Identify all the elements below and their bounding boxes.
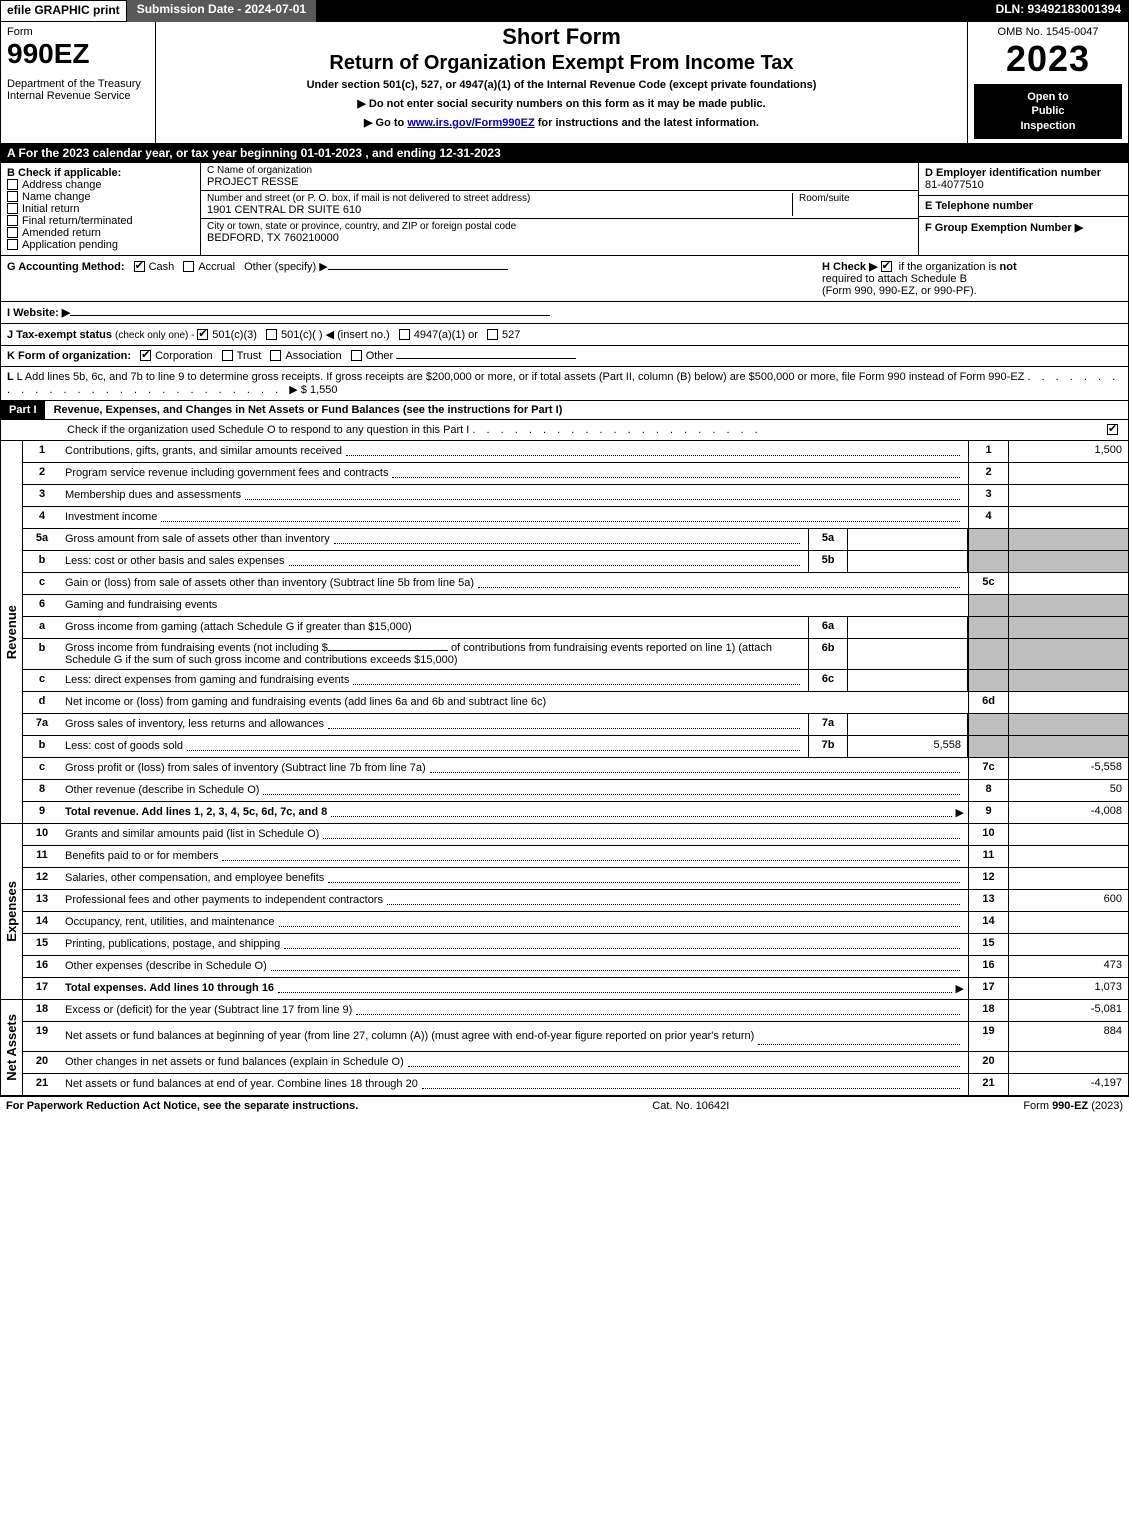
dept-treasury: Department of the Treasury [7, 78, 149, 90]
line-k: K Form of organization: Corporation Trus… [0, 346, 1129, 367]
val-20 [1008, 1052, 1128, 1073]
box-c: C Name of organization PROJECT RESSE Num… [201, 163, 918, 255]
val-5a [848, 529, 968, 550]
room-suite-label: Room/suite [799, 193, 912, 204]
chk-schedule-o[interactable] [1107, 424, 1118, 435]
val-18: -5,081 [1008, 1000, 1128, 1021]
val-5b [848, 551, 968, 572]
chk-initial-return[interactable] [7, 203, 18, 214]
val-9: -4,008 [1008, 802, 1128, 823]
val-7a [848, 714, 968, 735]
page-footer: For Paperwork Reduction Act Notice, see … [0, 1096, 1129, 1115]
part-i-check: Check if the organization used Schedule … [0, 420, 1129, 441]
expenses-section: Expenses 10Grants and similar amounts pa… [0, 824, 1129, 1000]
val-16: 473 [1008, 956, 1128, 977]
gross-receipts: 1,550 [310, 384, 338, 396]
omb-number: OMB No. 1545-0047 [974, 26, 1122, 38]
line-g-h: G Accounting Method: Cash Accrual Other … [0, 256, 1129, 302]
val-6a [848, 617, 968, 638]
form-header: Form 990EZ Department of the Treasury In… [0, 22, 1129, 144]
val-14 [1008, 912, 1128, 933]
chk-name-change[interactable] [7, 191, 18, 202]
val-5c [1008, 573, 1128, 594]
val-12 [1008, 868, 1128, 889]
val-6b [848, 639, 968, 669]
val-19: 884 [1008, 1022, 1128, 1051]
chk-501c3[interactable] [197, 329, 208, 340]
chk-501c[interactable] [266, 329, 277, 340]
title-return: Return of Organization Exempt From Incom… [162, 52, 961, 75]
part-i-header: Part I Revenue, Expenses, and Changes in… [0, 401, 1129, 420]
irs-label: Internal Revenue Service [7, 90, 149, 102]
efile-print-button[interactable]: efile GRAPHIC print [0, 0, 127, 22]
net-assets-section: Net Assets 18Excess or (deficit) for the… [0, 1000, 1129, 1096]
val-7b: 5,558 [848, 736, 968, 757]
box-e-label: E Telephone number [925, 200, 1122, 212]
net-assets-label: Net Assets [4, 1014, 19, 1081]
chk-527[interactable] [487, 329, 498, 340]
revenue-label: Revenue [4, 605, 19, 659]
open-to-public: Open toPublicInspection [974, 84, 1122, 139]
irs-link[interactable]: www.irs.gov/Form990EZ [407, 117, 534, 129]
val-21: -4,197 [1008, 1074, 1128, 1095]
org-address: 1901 CENTRAL DR SUITE 610 [207, 204, 792, 216]
val-2 [1008, 463, 1128, 484]
chk-amended-return[interactable] [7, 227, 18, 238]
subtitle: Under section 501(c), 527, or 4947(a)(1)… [162, 79, 961, 91]
val-4 [1008, 507, 1128, 528]
chk-cash[interactable] [134, 261, 145, 272]
val-15 [1008, 934, 1128, 955]
ein: 81-4077510 [925, 179, 1122, 191]
val-10 [1008, 824, 1128, 845]
warning-ssn: ▶ Do not enter social security numbers o… [162, 97, 961, 110]
org-city: BEDFORD, TX 760210000 [207, 232, 912, 244]
chk-4947[interactable] [399, 329, 410, 340]
val-13: 600 [1008, 890, 1128, 911]
top-bar: efile GRAPHIC print Submission Date - 20… [0, 0, 1129, 22]
box-f-label: F Group Exemption Number ▶ [925, 221, 1122, 234]
chk-corporation[interactable] [140, 350, 151, 361]
revenue-section: Revenue 1Contributions, gifts, grants, a… [0, 441, 1129, 824]
chk-association[interactable] [270, 350, 281, 361]
goto-link-line: ▶ Go to www.irs.gov/Form990EZ for instru… [162, 116, 961, 129]
line-j: J Tax-exempt status (check only one) - 5… [0, 324, 1129, 346]
val-17: 1,073 [1008, 978, 1128, 999]
chk-trust[interactable] [222, 350, 233, 361]
line-l: L L Add lines 5b, 6c, and 7b to line 9 t… [0, 367, 1129, 401]
expenses-label: Expenses [4, 881, 19, 942]
val-6c [848, 670, 968, 691]
val-3 [1008, 485, 1128, 506]
dln: DLN: 93492183001394 [988, 0, 1129, 22]
submission-date: Submission Date - 2024-07-01 [127, 0, 316, 22]
val-1: 1,500 [1008, 441, 1128, 462]
org-name: PROJECT RESSE [207, 176, 912, 188]
chk-h[interactable] [881, 261, 892, 272]
line-i: I Website: ▶ [0, 302, 1129, 324]
chk-application-pending[interactable] [7, 239, 18, 250]
chk-other-org[interactable] [351, 350, 362, 361]
form-number: 990EZ [7, 38, 149, 70]
val-6d [1008, 692, 1128, 713]
identity-block: B Check if applicable: Address change Na… [0, 163, 1129, 256]
title-short-form: Short Form [162, 24, 961, 50]
val-7c: -5,558 [1008, 758, 1128, 779]
chk-address-change[interactable] [7, 179, 18, 190]
chk-accrual[interactable] [183, 261, 194, 272]
line-a: A For the 2023 calendar year, or tax yea… [0, 144, 1129, 163]
box-b: B Check if applicable: Address change Na… [1, 163, 201, 255]
val-11 [1008, 846, 1128, 867]
box-d-label: D Employer identification number [925, 167, 1122, 179]
form-label: Form [7, 26, 149, 38]
val-8: 50 [1008, 780, 1128, 801]
chk-final-return[interactable] [7, 215, 18, 226]
tax-year: 2023 [974, 38, 1122, 80]
